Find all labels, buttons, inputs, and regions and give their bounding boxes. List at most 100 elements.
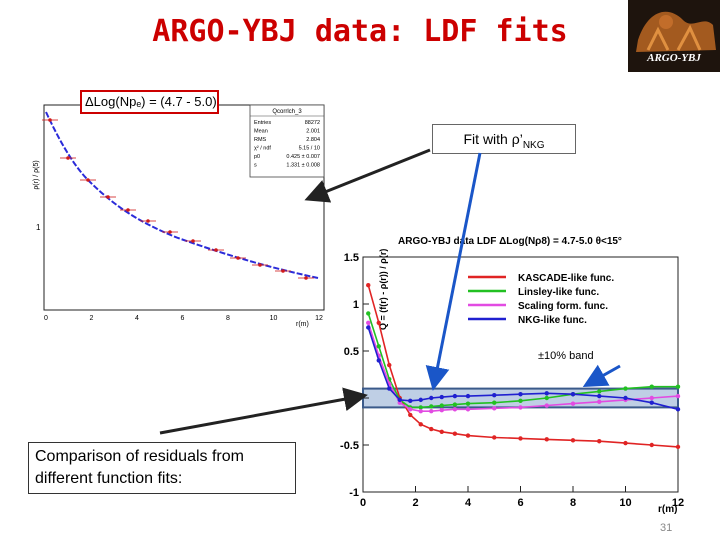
series-line (367, 327, 679, 411)
series-point (418, 408, 423, 414)
logo-label: ARGO-YBJ (647, 52, 701, 64)
series-point (492, 435, 497, 440)
ten-percent-band (362, 387, 679, 409)
stats-key: RMS (254, 137, 267, 143)
ldf-x-ticks: 0 2 4 6 8 10 12 (44, 315, 323, 322)
x-tick-label: 10 (619, 497, 631, 509)
series-point (570, 392, 576, 397)
series-point (675, 384, 681, 389)
x-tick-label: 12 (672, 497, 684, 509)
arrow-to-left-plot (304, 148, 431, 203)
series-point (675, 444, 681, 450)
ldf-x-tick: 10 (270, 315, 278, 322)
series-point (649, 384, 654, 389)
series-point (597, 439, 602, 444)
series-point (597, 389, 602, 394)
series-point (408, 398, 413, 404)
ldf-data-point (126, 208, 130, 212)
series-point (376, 344, 381, 349)
residuals-x-ticks: 0 2 4 6 8 10 12 (360, 486, 684, 509)
ldf-x-tick: 12 (315, 315, 323, 322)
ldf-data-point (214, 248, 218, 252)
y-tick-label: 0.5 (344, 346, 359, 358)
series-2 (366, 320, 681, 414)
y-tick-label: -0.5 (340, 440, 359, 452)
slide-title: ARGO-YBJ data: LDF fits (152, 14, 568, 49)
x-tick-label: 6 (517, 497, 523, 509)
series-point (623, 386, 628, 391)
series-point (429, 395, 434, 401)
series-point (397, 397, 402, 403)
ldf-x-tick: 8 (226, 315, 230, 322)
slide-number: 31 (660, 522, 673, 534)
series-point (418, 422, 423, 427)
stats-value: 88272 (305, 120, 320, 126)
fit-with-text: Fit with ρ’ (463, 131, 523, 147)
series-point (518, 405, 523, 410)
series-point (452, 393, 458, 399)
ldf-y-tick: 1 (36, 223, 41, 232)
series-point (649, 442, 654, 448)
ldf-data-point (304, 276, 308, 280)
series-point (544, 391, 549, 396)
series-point (570, 438, 576, 443)
ldf-data-point (191, 239, 195, 243)
x-tick-label: 8 (570, 497, 576, 509)
series-0 (366, 283, 681, 450)
series-point (518, 392, 523, 397)
series-point (675, 407, 681, 412)
series-point (429, 426, 434, 432)
series-point (465, 393, 471, 399)
residuals-y-ticks: -1 -0.5 0 0.5 1 1.5 (340, 252, 369, 499)
series-point (366, 320, 371, 325)
band-label: ±10% band (538, 350, 594, 362)
fit-with-subscript: NKG (522, 140, 545, 151)
y-tick-label: 1.5 (344, 252, 359, 264)
series-point (376, 358, 381, 363)
series-point (376, 320, 381, 325)
series-line (367, 313, 678, 409)
ldf-data-point (86, 178, 90, 182)
ldf-data-point (168, 230, 172, 234)
ldf-data-point (258, 263, 262, 267)
series-point (439, 408, 444, 413)
argo-ybj-logo: ARGO-YBJ (628, 0, 720, 72)
series-point (452, 431, 458, 436)
series-point (675, 393, 681, 399)
series-point (465, 401, 471, 406)
residuals-series (366, 283, 681, 450)
y-tick-label: 1 (353, 299, 359, 311)
series-point (492, 400, 497, 405)
series-point (366, 325, 371, 330)
stats-value: 2.804 (306, 137, 320, 143)
ldf-data-point (48, 118, 52, 122)
logo-artwork (628, 0, 720, 72)
series-point (518, 436, 523, 441)
stats-key: p0 (254, 154, 260, 160)
ldf-x-label: r(m) (296, 321, 309, 328)
stats-key: s (254, 163, 257, 169)
series-point (387, 362, 392, 368)
series-point (366, 311, 371, 316)
series-point (649, 400, 654, 405)
series-point (366, 283, 371, 288)
log-range-label: ΔLog(Npₑ) = (4.7 - 5.0) (80, 90, 219, 114)
series-3 (366, 325, 681, 412)
stats-key: Mean (254, 129, 268, 135)
series-point (429, 408, 434, 414)
series-point (623, 395, 628, 401)
stats-title: Qcorrlch_3 (272, 109, 302, 115)
ldf-fit-plot: ρ(r) / ρ(5) 1 0 2 4 6 8 10 12 r(m) Qcorrlch_3 … (28, 100, 328, 330)
residuals-legend: KASCADE-like func. Linsley-like func. Scal… (468, 273, 614, 326)
series-point (649, 395, 654, 401)
series-point (597, 393, 602, 399)
ldf-x-tick: 4 (135, 315, 139, 322)
series-point (570, 401, 576, 406)
series-point (544, 437, 549, 442)
residuals-title: ARGO-YBJ data LDF ΔLog(Nρ8) = 4.7-5.0 θ<… (398, 236, 622, 247)
legend-label: Scaling form. func. (518, 301, 608, 312)
ldf-stats-box: Qcorrlch_3 Entries 88272 Mean 2.001 RMS 2.804… (249, 104, 325, 178)
legend-label: NKG-like func. (518, 315, 587, 326)
ldf-x-tick: 6 (181, 315, 185, 322)
series-point (439, 394, 444, 400)
